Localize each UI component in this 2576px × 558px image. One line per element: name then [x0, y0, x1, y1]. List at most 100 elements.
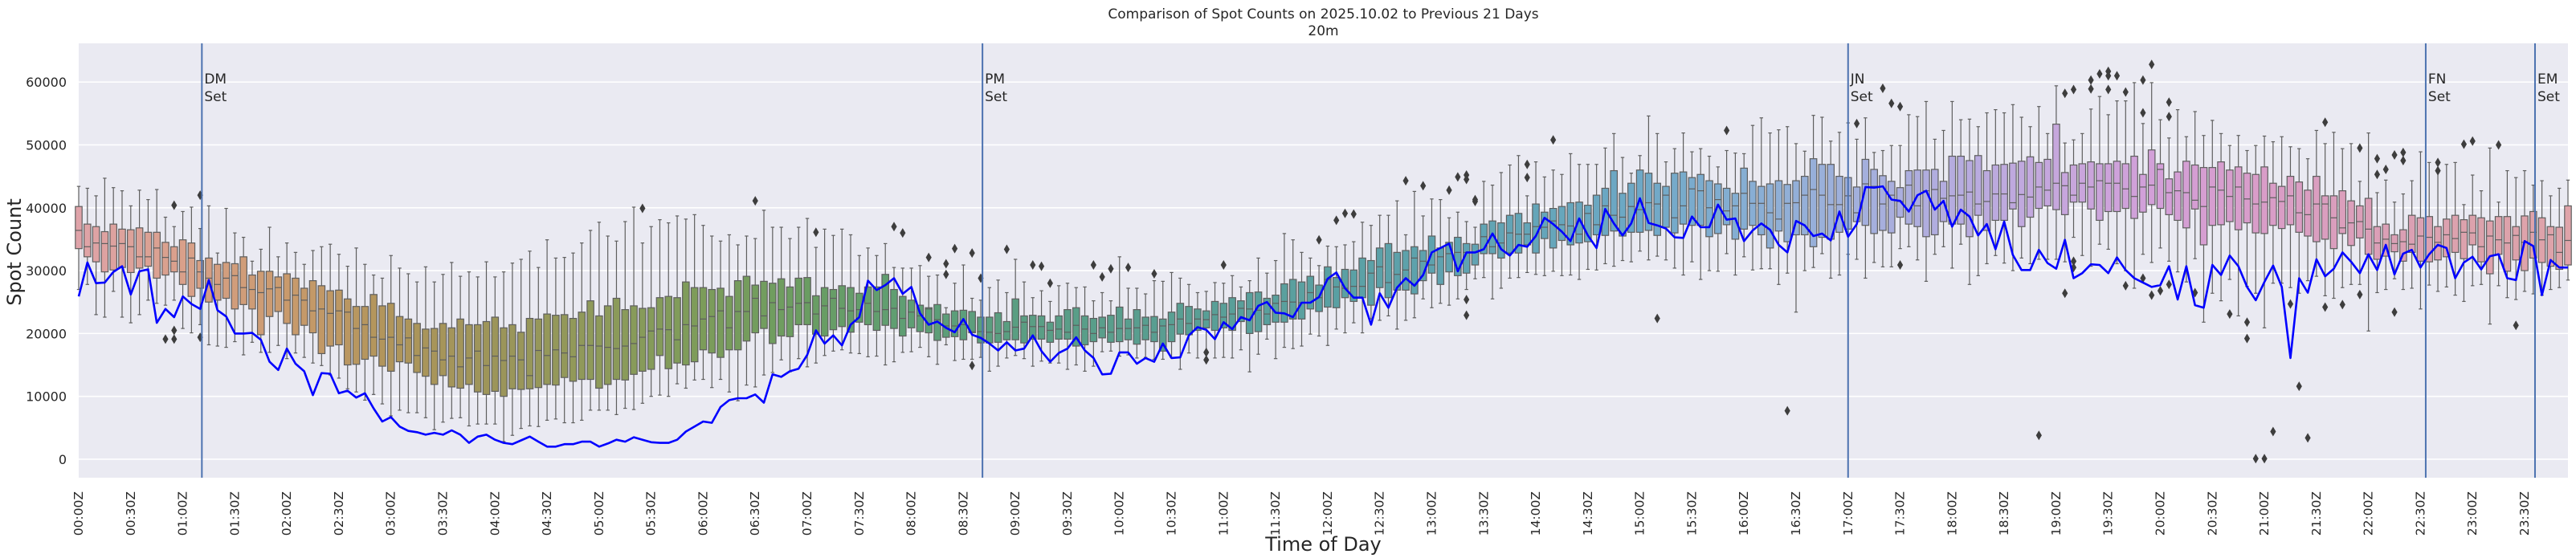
box-body [395, 316, 404, 363]
box [2147, 82, 2156, 263]
event-label: PM [985, 71, 1005, 88]
box [760, 210, 768, 376]
outlier-marker [2227, 309, 2233, 320]
chart-title-main: Comparison of Spot Counts on 2025.10.02 … [1108, 6, 1539, 22]
outlier-marker [752, 196, 758, 206]
outlier-marker [2035, 430, 2042, 441]
x-tick-label: 02:00Z [280, 491, 294, 536]
box [135, 189, 144, 316]
box [1046, 300, 1055, 364]
box-body [2286, 176, 2295, 226]
outlier-marker [1220, 260, 1227, 271]
box-body [543, 313, 551, 385]
box-body [1627, 182, 1635, 233]
box [1852, 138, 1861, 260]
box [1731, 153, 1740, 276]
box [655, 219, 664, 396]
box-body [161, 242, 169, 276]
outlier-marker [171, 325, 178, 336]
box [950, 283, 959, 361]
box-body [2165, 178, 2174, 215]
outlier-marker [171, 334, 178, 344]
x-tick-label: 07:00Z [800, 491, 814, 536]
box-body [1696, 173, 1705, 226]
box [1584, 164, 1592, 271]
x-tick-label: 08:00Z [904, 491, 919, 536]
x-tick-label: 10:00Z [1112, 491, 1127, 536]
plot-area [79, 43, 2568, 478]
outlier-marker [1446, 185, 1452, 195]
box-body [1584, 205, 1592, 242]
box-body [2052, 124, 2060, 210]
x-tick-label: 20:00Z [2153, 491, 2167, 536]
outlier-marker [1853, 118, 1860, 128]
box-body [1644, 173, 1653, 231]
event-label: FN [2428, 71, 2447, 88]
box-body [100, 230, 109, 273]
box-body [716, 287, 725, 358]
box [664, 222, 673, 397]
box [2286, 146, 2295, 288]
box [1194, 291, 1202, 359]
box-body [516, 332, 525, 390]
gridlines [79, 81, 2568, 460]
box [83, 187, 92, 285]
x-tick-label: 21:30Z [2309, 491, 2324, 536]
box [847, 234, 855, 354]
box-body [2512, 226, 2521, 261]
box-body [2399, 229, 2407, 262]
box-body [1557, 206, 1566, 242]
box-body [1575, 202, 1583, 244]
box [595, 222, 603, 411]
box-body [2113, 161, 2121, 213]
box-body [473, 324, 482, 393]
box [1861, 117, 1870, 279]
box-body [2416, 217, 2425, 262]
box [153, 189, 161, 304]
box-body [292, 277, 300, 336]
box [525, 250, 534, 427]
x-tick-label: 22:00Z [2362, 491, 2376, 536]
box-body [1141, 316, 1149, 340]
box [283, 242, 291, 360]
box [274, 256, 283, 346]
box-body [2269, 182, 2277, 226]
outlier-marker [162, 334, 169, 344]
box-body [2460, 219, 2468, 259]
x-tick-label: 16:30Z [1789, 491, 1803, 536]
outlier-marker [969, 248, 975, 259]
box-body [1410, 246, 1419, 295]
box-body [682, 281, 690, 366]
outlier-marker [639, 203, 646, 214]
x-tick-label: 23:00Z [2465, 491, 2480, 536]
box-body [1150, 316, 1158, 343]
box-body [1809, 158, 1818, 247]
box [369, 274, 378, 395]
outlier-marker [2322, 117, 2329, 128]
outlier-marker [1524, 159, 1530, 169]
x-tick-label: 01:30Z [227, 491, 242, 536]
box [1870, 152, 1878, 263]
box [1514, 155, 1523, 279]
box [820, 228, 829, 356]
x-tick-label: 06:30Z [748, 491, 762, 536]
box [231, 232, 239, 343]
event-label: DM [204, 71, 227, 88]
box-body [1783, 184, 1791, 242]
outlier-marker [1402, 176, 1409, 186]
x-tick-label: 03:30Z [436, 491, 451, 536]
box [1272, 259, 1280, 360]
outlier-marker [1047, 278, 1053, 288]
box [725, 234, 733, 393]
box [222, 207, 231, 348]
box-body [456, 318, 464, 389]
box-body [1792, 180, 1800, 236]
box-body [760, 280, 768, 329]
box [2460, 204, 2468, 303]
box [2026, 126, 2035, 265]
box [1020, 281, 1028, 360]
outlier-marker [2322, 302, 2329, 312]
box-body [1532, 203, 1540, 254]
x-tick-label: 22:30Z [2413, 491, 2427, 536]
box-body [863, 286, 872, 326]
